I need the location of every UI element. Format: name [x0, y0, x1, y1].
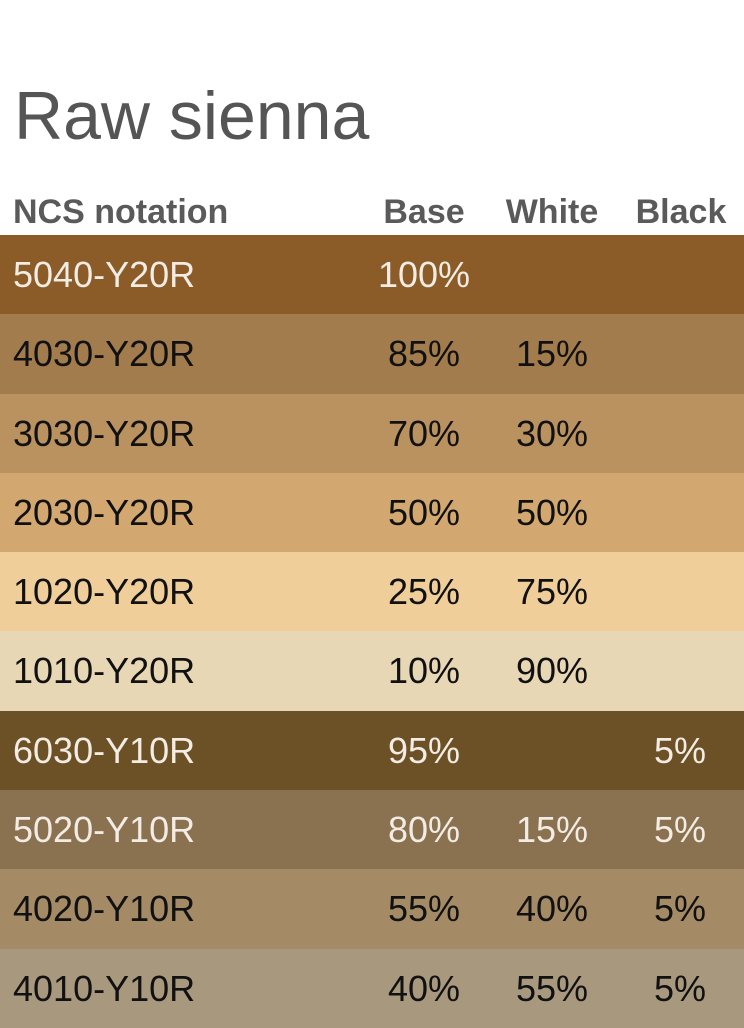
- base-cell: 80%: [387, 809, 461, 851]
- table-row: 6030-Y10R 95% 5%: [0, 710, 744, 791]
- black-cell: 5%: [653, 729, 707, 771]
- column-header-base: Base: [383, 193, 465, 231]
- ncs-notation-cell: 4030-Y20R: [13, 333, 196, 375]
- table-row: 1010-Y20R 10% 90%: [0, 631, 744, 711]
- black-cell: 5%: [653, 967, 707, 1009]
- base-cell: 10%: [387, 650, 461, 692]
- base-cell: 50%: [387, 491, 461, 533]
- table-row: 1020-Y20R 25% 75%: [0, 552, 744, 632]
- ncs-notation-cell: 3030-Y20R: [13, 412, 196, 454]
- white-cell: 15%: [515, 333, 589, 375]
- table-header: NCS notation Base White Black: [0, 190, 744, 234]
- ncs-notation-cell: 5020-Y10R: [13, 809, 196, 851]
- ncs-notation-cell: 6030-Y10R: [13, 729, 196, 771]
- white-cell: 30%: [515, 412, 589, 454]
- page-title: Raw sienna: [14, 78, 370, 154]
- table-row: 3030-Y20R 70% 30%: [0, 393, 744, 473]
- table-row: 4030-Y20R 85% 15%: [0, 314, 744, 394]
- ncs-notation-cell: 5040-Y20R: [13, 254, 196, 295]
- base-cell: 70%: [387, 412, 461, 454]
- ncs-notation-cell: 4020-Y10R: [13, 888, 196, 930]
- base-cell: 100%: [377, 254, 471, 295]
- base-cell: 95%: [387, 729, 461, 771]
- black-cell: 5%: [653, 888, 707, 930]
- white-cell: 40%: [515, 888, 589, 930]
- table-row: 5040-Y20R 100%: [0, 235, 744, 315]
- white-cell: 55%: [515, 967, 589, 1009]
- base-cell: 55%: [387, 888, 461, 930]
- white-cell: 90%: [515, 650, 589, 692]
- base-cell: 25%: [387, 571, 461, 613]
- table-row: 4010-Y10R 40% 55% 5%: [0, 948, 744, 1028]
- base-cell: 85%: [387, 333, 461, 375]
- column-header-ncs-notation: NCS notation: [13, 193, 229, 231]
- ncs-notation-cell: 1010-Y20R: [13, 650, 196, 692]
- table-row: 4020-Y10R 55% 40% 5%: [0, 869, 744, 949]
- ncs-notation-cell: 2030-Y20R: [13, 491, 196, 533]
- white-cell: 75%: [515, 571, 589, 613]
- white-cell: 15%: [515, 809, 589, 851]
- white-cell: 50%: [515, 491, 589, 533]
- column-header-white: White: [505, 193, 599, 231]
- table-row: 5020-Y10R 80% 15% 5%: [0, 790, 744, 870]
- table-row: 2030-Y20R 50% 50%: [0, 472, 744, 553]
- color-table: 5040-Y20R 100% 4030-Y20R 85% 15% 3030-Y2…: [0, 235, 744, 1028]
- ncs-notation-cell: 1020-Y20R: [13, 571, 196, 613]
- base-cell: 40%: [387, 967, 461, 1009]
- ncs-notation-cell: 4010-Y10R: [13, 967, 196, 1009]
- black-cell: 5%: [653, 809, 707, 851]
- column-header-black: Black: [635, 193, 727, 231]
